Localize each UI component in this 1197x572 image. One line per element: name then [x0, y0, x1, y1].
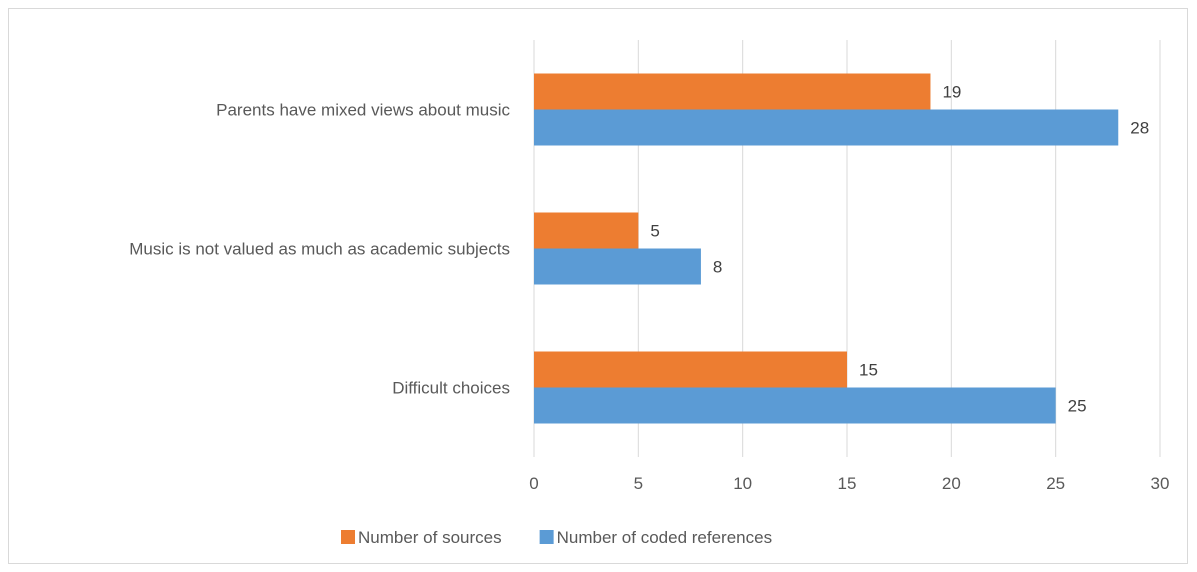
bar — [534, 73, 931, 110]
x-tick-label: 30 — [1151, 474, 1170, 493]
bar — [534, 248, 701, 285]
legend-swatch — [539, 530, 554, 544]
bar — [534, 351, 847, 388]
legend-swatch — [341, 530, 355, 544]
data-label: 15 — [859, 361, 878, 380]
bar — [534, 109, 1119, 146]
legend-label: Number of coded references — [557, 528, 772, 547]
x-tick-label: 25 — [1046, 474, 1065, 493]
data-label: 5 — [650, 222, 659, 241]
data-label: 8 — [713, 258, 722, 277]
category-label: Music is not valued as much as academic … — [129, 240, 510, 259]
x-tick-label: 10 — [733, 474, 752, 493]
category-label: Parents have mixed views about music — [216, 101, 510, 120]
x-tick-label: 15 — [838, 474, 857, 493]
bar — [534, 387, 1056, 424]
data-label: 19 — [942, 83, 961, 102]
legend-label: Number of sources — [358, 528, 502, 547]
bars — [534, 73, 1119, 424]
legend: Number of sources Number of coded referen… — [341, 528, 772, 547]
data-label: 28 — [1130, 119, 1149, 138]
x-tick-label: 0 — [529, 474, 538, 493]
category-label: Difficult choices — [392, 379, 510, 398]
labels: 0 5 10 15 20 25 30 Parents have mixed views abo… — [129, 83, 1169, 494]
x-tick-label: 20 — [942, 474, 961, 493]
bar — [534, 212, 639, 249]
data-label: 25 — [1068, 397, 1087, 416]
x-tick-label: 5 — [634, 474, 643, 493]
